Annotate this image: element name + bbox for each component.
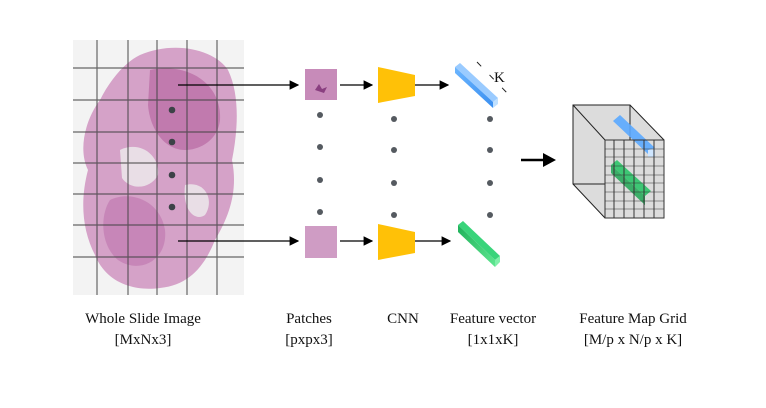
label-cnn: CNN — [387, 309, 419, 330]
label-feature-vector: Feature vector [1x1xK] — [450, 309, 536, 351]
label-cnn-title: CNN — [387, 311, 419, 327]
label-patches-dims: [pxpx3] — [285, 332, 333, 348]
patch-top — [305, 69, 337, 100]
label-wsi-dims: [MxNx3] — [114, 332, 172, 348]
label-feature-vector-title: Feature vector — [449, 311, 537, 327]
patch-bottom — [305, 226, 337, 258]
label-patches: Patches [pxpx3] — [285, 309, 333, 351]
cnn-block-bottom — [378, 224, 415, 260]
feature-vector-green — [458, 221, 500, 267]
feature-vector-blue — [455, 63, 498, 108]
patch-dots — [317, 112, 323, 215]
k-dimension-dash — [476, 61, 511, 97]
k-label: K — [494, 70, 505, 86]
whole-slide-image — [73, 40, 244, 295]
arrow-to-feature-map — [521, 153, 556, 167]
cnn-dots — [391, 116, 397, 218]
cnn-block-top — [378, 67, 415, 103]
label-whole-slide-image: Whole Slide Image [MxNx3] — [85, 309, 201, 351]
slide-dots — [168, 106, 176, 211]
label-feature-map-grid: Feature Map Grid [M/p x N/p x K] — [579, 309, 686, 351]
feature-map-cube — [572, 104, 665, 219]
label-feature-map-dims: [M/p x N/p x K] — [583, 332, 683, 348]
label-feature-vector-dims: [1x1xK] — [467, 332, 519, 348]
feature-dots — [487, 116, 493, 218]
label-patches-title: Patches — [286, 311, 332, 327]
label-feature-map-title: Feature Map Grid — [579, 311, 687, 327]
feature-map-grid — [604, 139, 665, 219]
slide-grid — [73, 40, 244, 295]
label-wsi-title: Whole Slide Image — [85, 311, 201, 327]
